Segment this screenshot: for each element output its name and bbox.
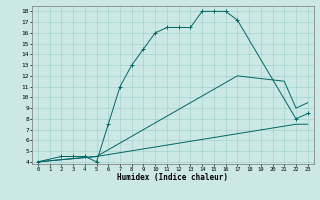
X-axis label: Humidex (Indice chaleur): Humidex (Indice chaleur) (117, 173, 228, 182)
